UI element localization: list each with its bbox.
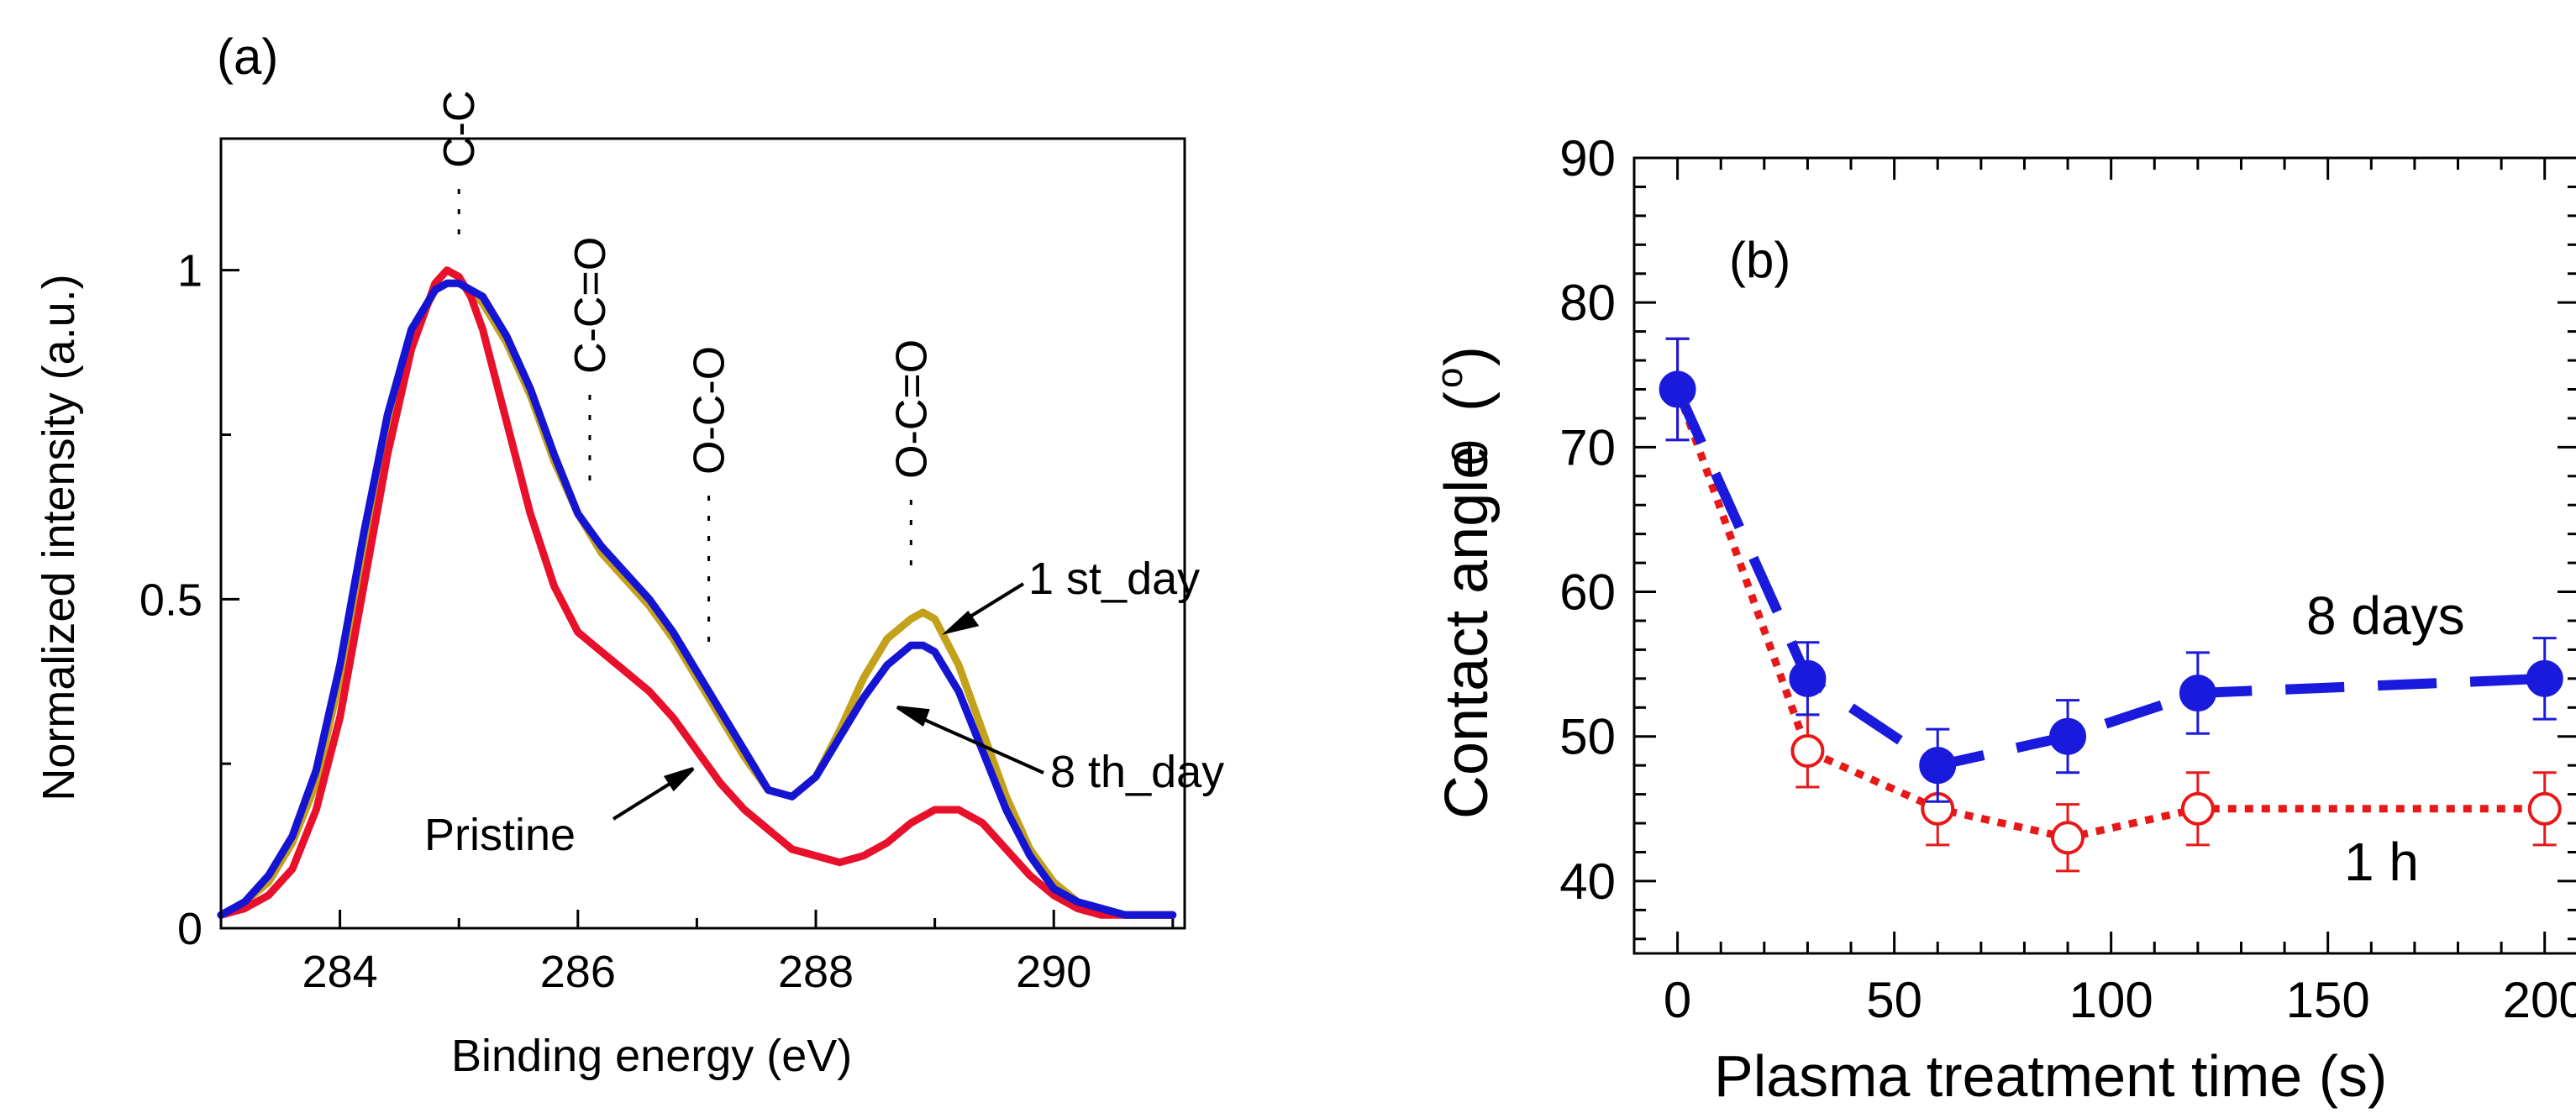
b-y-axis-label-open-paren: ( [1433, 391, 1501, 412]
peak-labels: C-C C-C=O O-C-O O-C=O [435, 91, 936, 647]
b-y-tick-label: 70 [1559, 419, 1616, 475]
b-x-tick-label: 150 [2286, 972, 2370, 1028]
data-point-8-days [1659, 370, 1696, 408]
a-y-tick-label: 1 [177, 246, 202, 297]
arrowhead-1st-day [942, 610, 980, 635]
series-label-8-days: 8 days [2306, 585, 2465, 646]
peak-label: O-C=O [887, 339, 936, 479]
b-plot-frame [1632, 156, 2576, 955]
data-point-1-h [1790, 733, 1825, 768]
b-y-axis-label-close-paren: ) [1433, 346, 1501, 366]
a-y-tick-label: 0 [177, 904, 202, 954]
b-y-tick-label: 90 [1559, 130, 1616, 186]
series-line-1-h [1674, 387, 2545, 842]
b-x-tick-label: 0 [1664, 972, 1691, 1028]
panel-b-label: (b) [1729, 232, 1790, 288]
data-point-8-days [2526, 659, 2563, 697]
b-x-tick-label: 200 [2503, 972, 2576, 1028]
peak-label: C-C=O [566, 237, 615, 374]
a-x-tick-label: 290 [1016, 947, 1091, 997]
b-y-axis-label-theta: θ [1443, 439, 1498, 466]
legend-label-pristine: Pristine [424, 810, 576, 860]
data-point-8-days [2179, 675, 2216, 712]
panel-a-label: (a) [217, 29, 278, 85]
arrowhead-pristine [663, 767, 695, 792]
b-y-axis-label-degree: o [1429, 368, 1470, 388]
data-point-8-days [2049, 717, 2087, 755]
b-x-axis-label: Plasma treatment time (s) [1714, 1043, 2387, 1109]
b-x-tick-label: 100 [2069, 972, 2153, 1028]
b-y-tick-label: 80 [1559, 275, 1616, 331]
series-line-pristine [217, 266, 1177, 919]
a-x-tick-label: 288 [778, 947, 854, 997]
a-plot-frame [219, 137, 1186, 930]
series-label-1-h: 1 h [2344, 832, 2419, 892]
data-point-1-h [2051, 821, 2085, 855]
arrowhead-8th-day [896, 706, 930, 727]
data-point-8-days [1919, 747, 1957, 785]
a-x-tick-label: 284 [302, 947, 378, 997]
a-x-tick-label: 286 [540, 947, 616, 997]
arrow-1st-day [960, 582, 1025, 623]
b-y-tick-label: 50 [1559, 709, 1616, 765]
data-point-1-h [2180, 791, 2215, 826]
series-line-8-th-day [217, 279, 1177, 919]
legend-label-8th-day: 8 th_day [1050, 747, 1224, 797]
b-x-tick-label: 50 [1866, 972, 1922, 1028]
a-x-axis-label: Binding energy (eV) [451, 1031, 852, 1081]
b-series [1659, 337, 2563, 873]
panel-a: (a) C-C C-C=O O-C-O O-C=O 284 286 288 290 0 0.5 1… [34, 29, 1224, 1081]
peak-label: C-C [435, 91, 484, 168]
legend-label-1st-day: 1 st_day [1028, 554, 1200, 604]
b-axis-ticks: 0 50 100 150 200 40 50 60 70 80 90 [1559, 130, 2576, 1028]
peak-label: O-C-O [686, 346, 734, 475]
b-y-axis-label-text: Contact angle [1433, 446, 1501, 819]
data-point-1-h [2527, 791, 2562, 826]
b-y-axis-label: Contact angle θ ( o ) [1429, 346, 1501, 819]
a-series-lines [217, 266, 1177, 919]
a-y-tick-label: 0.5 [139, 575, 202, 625]
b-y-tick-label: 40 [1559, 853, 1616, 910]
data-point-8-days [1789, 659, 1827, 697]
b-y-tick-label: 60 [1559, 564, 1616, 621]
arrow-8th-day [911, 712, 1044, 774]
a-y-axis-label: Normalized intensity (a.u.) [34, 274, 84, 801]
